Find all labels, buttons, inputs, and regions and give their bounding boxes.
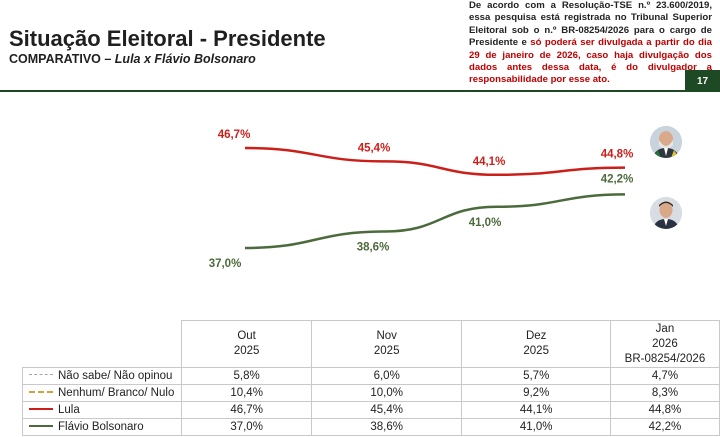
page-title: Situação Eleitoral - Presidente: [9, 26, 326, 51]
table-cell: 42,2%: [609, 418, 720, 436]
page-number: 17: [685, 70, 720, 92]
comparison-table: Out 2025 Nov 2025 Dez 2025 Jan 2026 BR-08254/…: [21, 320, 720, 436]
page-subtitle: COMPARATIVO – Lula x Flávio Bolsonaro: [9, 52, 256, 66]
green-line-key-icon: [29, 424, 53, 427]
lula-avatar: [650, 126, 682, 158]
chart-series-layer: [244, 146, 626, 250]
disclaimer-warning: só poderá ser divulgada a partir do dia …: [469, 37, 712, 86]
data-label-lula: 46,7%: [218, 129, 251, 141]
row-label-lula: Lula: [21, 401, 183, 419]
data-label-lula: 44,8%: [601, 149, 634, 161]
chart-label-layer: 46,7% 45,4% 44,1% 44,8% 37,0% 38,6% 41,0% 42,2%: [209, 129, 634, 270]
table-cell: 10,4%: [181, 384, 312, 402]
subtitle-emphasis: Lula x Flávio Bolsonaro: [114, 52, 256, 66]
table-cell: 9,2%: [461, 384, 611, 402]
flavio-avatar: [650, 197, 682, 229]
dashed-line-key-icon: [29, 390, 53, 393]
series-line-flavio: [244, 193, 626, 250]
table-row: Lula 46,7% 45,4% 44,1% 44,8%: [21, 401, 720, 419]
table-cell: 45,4%: [310, 401, 463, 419]
data-label-lula: 44,1%: [473, 156, 506, 168]
table-cell: 4,7%: [609, 367, 720, 385]
table-row: Flávio Bolsonaro 37,0% 38,6% 41,0% 42,2%: [21, 418, 720, 436]
table-header-row: Out 2025 Nov 2025 Dez 2025 Jan 2026 BR-08254/…: [23, 320, 720, 368]
data-label-flavio: 38,6%: [357, 242, 390, 254]
table-cell: 37,0%: [181, 418, 312, 436]
flavio-portrait-icon: [650, 197, 682, 229]
row-label-flavio: Flávio Bolsonaro: [21, 418, 183, 436]
column-header-dez: Dez 2025: [461, 320, 611, 368]
table-cell: 5,8%: [181, 367, 312, 385]
table-cell: 6,0%: [310, 367, 463, 385]
column-header-out: Out 2025: [181, 320, 312, 368]
subtitle-prefix: COMPARATIVO –: [9, 52, 115, 66]
table-corner: [23, 321, 182, 368]
data-label-flavio: 37,0%: [209, 258, 242, 270]
row-label-nenhum: Nenhum/ Branco/ Nulo: [21, 384, 183, 402]
legal-disclaimer: De acordo com a Resolução-TSE n.º 23.600…: [469, 0, 712, 87]
line-chart: 46,7% 45,4% 44,1% 44,8% 37,0% 38,6% 41,0% 42,2%: [209, 129, 634, 270]
lula-portrait-icon: [650, 126, 682, 158]
row-label-nao-sabe: Não sabe/ Não opinou: [21, 367, 183, 385]
header-divider: [0, 90, 685, 92]
table-cell: 5,7%: [461, 367, 611, 385]
table-cell: 44,8%: [609, 401, 720, 419]
data-label-lula: 45,4%: [358, 142, 391, 154]
data-label-flavio: 41,0%: [469, 217, 502, 229]
disclaimer-text: De acordo com a Resolução-TSE n.º 23.600…: [469, 0, 712, 49]
dotted-line-key-icon: [29, 374, 53, 376]
table-cell: 44,1%: [461, 401, 611, 419]
table-cell: 41,0%: [461, 418, 611, 436]
red-line-key-icon: [29, 407, 53, 410]
table-cell: 38,6%: [310, 418, 463, 436]
table-row: Não sabe/ Não opinou 5,8% 6,0% 5,7% 4,7%: [21, 367, 720, 385]
series-line-lula: [244, 146, 626, 177]
table-row: Nenhum/ Branco/ Nulo 10,4% 10,0% 9,2% 8,…: [21, 384, 720, 402]
data-label-flavio: 42,2%: [601, 173, 634, 185]
column-header-jan: Jan 2026 BR-08254/2026: [609, 320, 720, 368]
table-cell: 8,3%: [609, 384, 720, 402]
table-cell: 10,0%: [310, 384, 463, 402]
table-cell: 46,7%: [181, 401, 312, 419]
column-header-nov: Nov 2025: [310, 320, 463, 368]
